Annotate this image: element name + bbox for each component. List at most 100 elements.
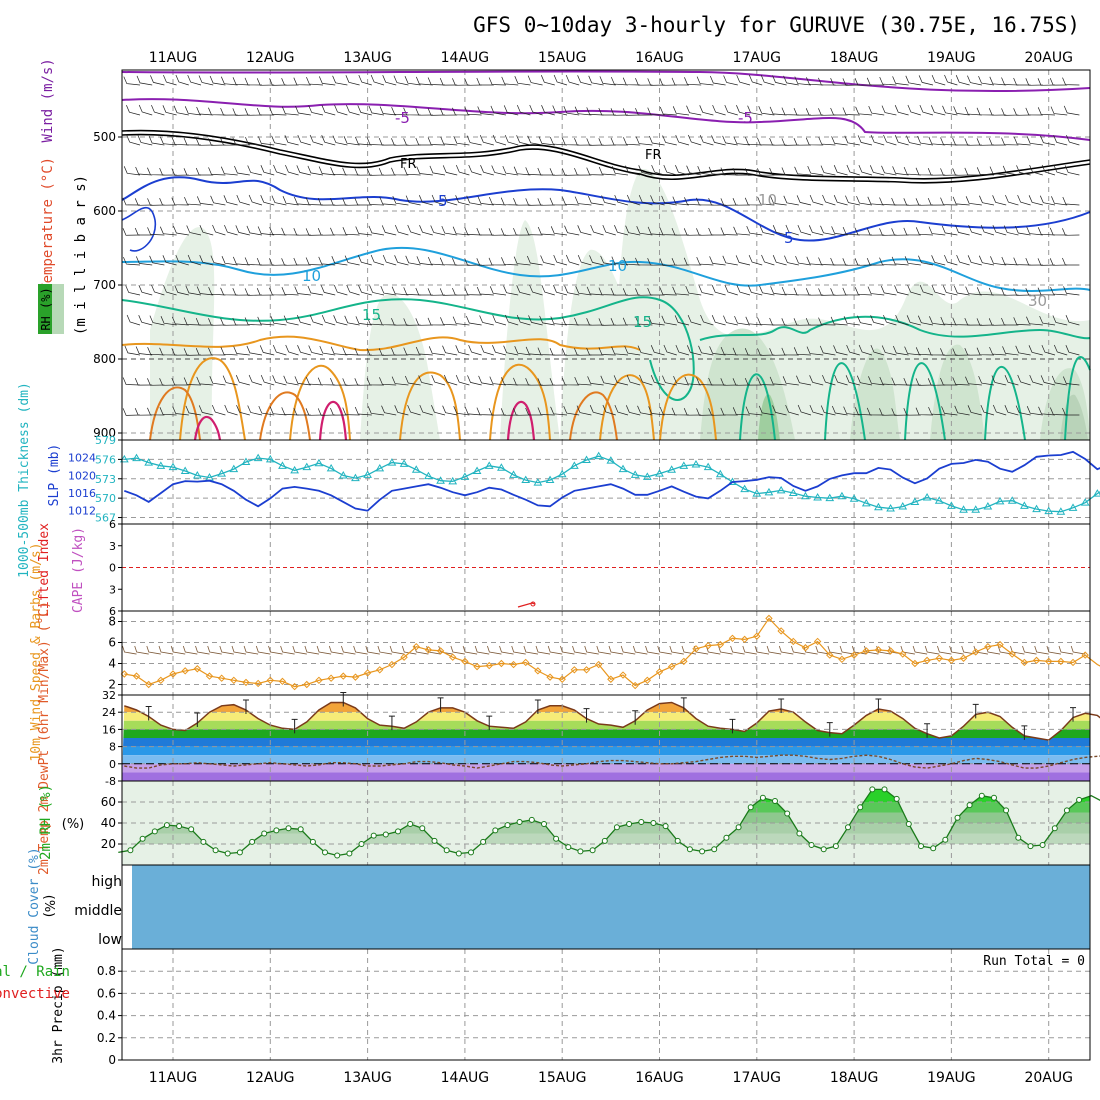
wind-barb bbox=[574, 376, 592, 386]
wind-barb bbox=[125, 285, 141, 296]
wind-speed-point bbox=[704, 641, 712, 650]
wind-barb bbox=[952, 196, 970, 206]
wind-barb bbox=[748, 254, 763, 266]
wind-barb bbox=[488, 77, 507, 86]
wind-barb bbox=[1037, 258, 1056, 266]
rh-point bbox=[528, 816, 535, 823]
wind-barb bbox=[333, 284, 348, 296]
thickness-point bbox=[825, 493, 835, 502]
wind-barb bbox=[586, 107, 604, 116]
wind-barb bbox=[537, 198, 555, 206]
temperature-contour bbox=[121, 206, 156, 252]
wind-barb bbox=[185, 285, 202, 296]
rh-unit: (%) bbox=[62, 817, 85, 832]
wind-barb bbox=[940, 137, 958, 146]
wind-barb bbox=[513, 377, 531, 386]
wind-speed-point bbox=[667, 662, 676, 671]
rh-point bbox=[662, 823, 669, 830]
wind-barb bbox=[624, 345, 641, 356]
wind-speed-point bbox=[266, 676, 275, 685]
contour-label: 10 bbox=[758, 191, 777, 209]
wind-barb bbox=[503, 285, 519, 296]
wind-barb bbox=[1001, 256, 1019, 266]
wind-barb bbox=[220, 107, 238, 116]
thickness-point bbox=[557, 469, 567, 478]
wind-barb bbox=[293, 407, 311, 416]
wind-barb bbox=[698, 345, 714, 356]
wind-barb bbox=[700, 314, 714, 326]
wind-barb bbox=[931, 255, 946, 266]
wind-speed-point bbox=[582, 666, 591, 674]
wind-barb-10m bbox=[316, 645, 332, 655]
wind-barb bbox=[1037, 78, 1056, 86]
wind-barb bbox=[138, 315, 153, 326]
temperature-contour bbox=[179, 357, 717, 441]
wind-barb bbox=[516, 285, 531, 296]
wind-barb bbox=[245, 136, 263, 146]
wind-barb bbox=[857, 315, 873, 326]
wind-barb bbox=[879, 376, 897, 386]
wind-speed-point bbox=[886, 647, 895, 655]
wind-speed-point bbox=[765, 614, 773, 623]
wind-barb bbox=[171, 197, 189, 206]
wind-barb bbox=[403, 107, 421, 116]
thickness-point bbox=[290, 465, 299, 474]
wind-barb bbox=[858, 344, 873, 356]
wind-barb bbox=[833, 165, 848, 176]
wind-barb bbox=[647, 226, 665, 236]
wind-barb bbox=[781, 138, 799, 146]
rh-point bbox=[565, 844, 572, 851]
wind-barb bbox=[504, 314, 519, 326]
wind-barb bbox=[354, 378, 372, 386]
minmax-whisker bbox=[826, 722, 833, 737]
wind-barb bbox=[380, 285, 397, 296]
thickness-point bbox=[569, 461, 579, 469]
y-tick-label: 0.2 bbox=[97, 1031, 116, 1045]
wind-barb bbox=[330, 346, 348, 356]
wind-barb bbox=[611, 166, 629, 176]
wind-barb bbox=[489, 286, 507, 296]
wind-barb bbox=[208, 287, 226, 296]
rh-point bbox=[674, 837, 681, 844]
thickness-point bbox=[144, 458, 154, 466]
wind-barb bbox=[525, 378, 543, 386]
contour-label: 5 bbox=[784, 229, 794, 247]
wind-barb-10m bbox=[1070, 645, 1086, 655]
wind-barb bbox=[807, 165, 824, 176]
wind-barb bbox=[818, 288, 836, 296]
wind-barb bbox=[794, 166, 812, 176]
wind-barb bbox=[647, 258, 665, 266]
minmax-whisker bbox=[291, 718, 298, 734]
temp-band bbox=[122, 738, 1090, 747]
wind-barb bbox=[942, 285, 958, 296]
wind-barb bbox=[427, 317, 446, 326]
wind-speed-point bbox=[205, 672, 214, 680]
wind-barb bbox=[708, 377, 726, 386]
wind-barb bbox=[736, 105, 751, 116]
minmax-whisker bbox=[534, 699, 541, 715]
wind-barb bbox=[992, 224, 1007, 236]
rh-point bbox=[978, 792, 985, 799]
wind-barb bbox=[964, 348, 982, 356]
minmax-whisker bbox=[632, 710, 639, 725]
wind-barb bbox=[466, 195, 482, 206]
date-label-top: 13AUG bbox=[343, 50, 392, 66]
wind-barb bbox=[1053, 164, 1068, 176]
wind-barb bbox=[256, 257, 275, 266]
thickness-point bbox=[959, 505, 968, 513]
wind-barb bbox=[282, 196, 299, 206]
wind-barb bbox=[306, 76, 324, 86]
li-ylabel: Lifted Index bbox=[37, 523, 52, 617]
wind-barb bbox=[965, 376, 982, 386]
wind-barb bbox=[212, 224, 226, 236]
contour-label: 10 bbox=[608, 257, 627, 275]
wind-barb bbox=[344, 255, 360, 266]
wind-barb bbox=[357, 255, 372, 266]
wind-speed-point bbox=[315, 676, 323, 685]
wind-barb bbox=[466, 135, 482, 146]
wind-barb bbox=[610, 318, 629, 326]
wind-barb bbox=[1041, 164, 1056, 176]
date-label-bottom: 12AUG bbox=[246, 1070, 295, 1086]
date-label-bottom: 11AUG bbox=[149, 1070, 198, 1086]
wind-barb-10m bbox=[499, 645, 514, 655]
